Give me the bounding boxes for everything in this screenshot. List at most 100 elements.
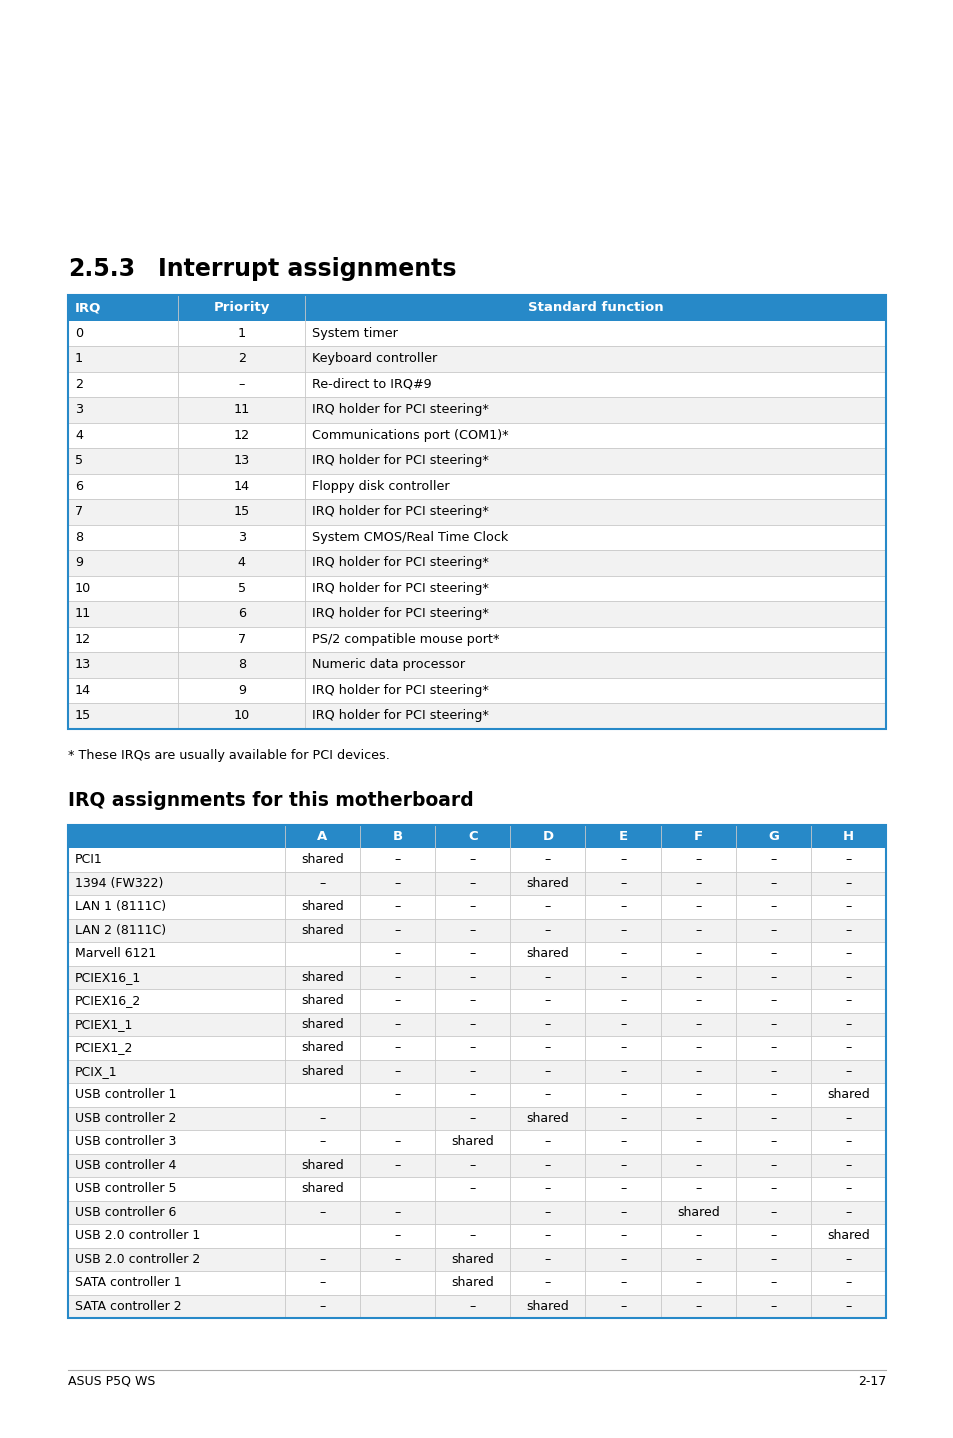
Bar xyxy=(68,1271,885,1294)
Text: –: – xyxy=(769,1252,776,1265)
Text: IRQ holder for PCI steering*: IRQ holder for PCI steering* xyxy=(312,557,489,569)
Text: –: – xyxy=(544,1135,551,1149)
Bar xyxy=(68,601,885,627)
Text: LAN 1 (8111C): LAN 1 (8111C) xyxy=(75,900,166,913)
Text: 1: 1 xyxy=(237,326,246,339)
Text: –: – xyxy=(844,1205,851,1219)
Text: –: – xyxy=(544,1064,551,1077)
Text: SATA controller 1: SATA controller 1 xyxy=(75,1277,181,1290)
Text: * These IRQs are usually available for PCI devices.: * These IRQs are usually available for P… xyxy=(68,749,390,762)
Text: B: B xyxy=(392,830,402,843)
Text: –: – xyxy=(695,923,700,936)
Text: 8: 8 xyxy=(75,531,83,544)
Text: PCIX_1: PCIX_1 xyxy=(75,1064,117,1077)
Text: shared: shared xyxy=(300,994,343,1007)
Text: System timer: System timer xyxy=(312,326,397,339)
Text: –: – xyxy=(769,1205,776,1219)
Text: –: – xyxy=(619,1041,625,1054)
Text: –: – xyxy=(695,1277,700,1290)
Text: Standard function: Standard function xyxy=(527,301,662,315)
Text: IRQ holder for PCI steering*: IRQ holder for PCI steering* xyxy=(312,403,489,416)
Text: –: – xyxy=(695,1229,700,1242)
Text: –: – xyxy=(695,1182,700,1195)
Bar xyxy=(68,371,885,397)
Text: –: – xyxy=(319,1252,325,1265)
Text: shared: shared xyxy=(300,1041,343,1054)
Text: –: – xyxy=(844,1277,851,1290)
Bar xyxy=(68,525,885,549)
Text: –: – xyxy=(695,994,700,1007)
Text: –: – xyxy=(619,1135,625,1149)
Text: Communications port (COM1)*: Communications port (COM1)* xyxy=(312,429,508,441)
Text: 13: 13 xyxy=(233,454,250,467)
Text: PCIEX16_1: PCIEX16_1 xyxy=(75,971,141,984)
Text: –: – xyxy=(544,923,551,936)
Text: USB 2.0 controller 1: USB 2.0 controller 1 xyxy=(75,1229,200,1242)
Bar xyxy=(68,848,885,871)
Text: –: – xyxy=(619,994,625,1007)
Text: –: – xyxy=(469,1064,476,1077)
Text: –: – xyxy=(769,994,776,1007)
Text: shared: shared xyxy=(300,1159,343,1172)
Text: –: – xyxy=(844,877,851,890)
Bar xyxy=(68,549,885,575)
Text: LAN 2 (8111C): LAN 2 (8111C) xyxy=(75,923,166,936)
Bar xyxy=(68,1083,885,1106)
Text: –: – xyxy=(695,971,700,984)
Text: IRQ holder for PCI steering*: IRQ holder for PCI steering* xyxy=(312,709,489,722)
Text: Marvell 6121: Marvell 6121 xyxy=(75,948,156,961)
Text: –: – xyxy=(394,1135,400,1149)
Text: –: – xyxy=(469,994,476,1007)
Bar xyxy=(68,295,885,321)
Text: –: – xyxy=(695,1300,700,1313)
Bar xyxy=(68,397,885,423)
Text: –: – xyxy=(544,853,551,866)
Text: 2: 2 xyxy=(75,378,83,391)
Text: –: – xyxy=(769,923,776,936)
Text: –: – xyxy=(619,1252,625,1265)
Text: –: – xyxy=(394,1064,400,1077)
Text: shared: shared xyxy=(451,1277,494,1290)
Text: A: A xyxy=(317,830,327,843)
Text: shared: shared xyxy=(826,1229,869,1242)
Text: shared: shared xyxy=(526,877,569,890)
Text: 9: 9 xyxy=(237,683,246,697)
Text: –: – xyxy=(544,1089,551,1102)
Text: –: – xyxy=(769,1300,776,1313)
Bar xyxy=(68,1060,885,1083)
Text: 15: 15 xyxy=(233,505,250,518)
Bar xyxy=(68,1201,885,1224)
Text: 0: 0 xyxy=(75,326,83,339)
Text: SATA controller 2: SATA controller 2 xyxy=(75,1300,181,1313)
Text: –: – xyxy=(319,1135,325,1149)
Text: –: – xyxy=(844,1064,851,1077)
Text: –: – xyxy=(769,948,776,961)
Text: –: – xyxy=(394,877,400,890)
Text: –: – xyxy=(394,971,400,984)
Text: –: – xyxy=(769,877,776,890)
Text: 5: 5 xyxy=(75,454,83,467)
Text: –: – xyxy=(469,1182,476,1195)
Text: 10: 10 xyxy=(75,582,91,595)
Text: –: – xyxy=(769,853,776,866)
Text: E: E xyxy=(618,830,627,843)
Bar xyxy=(68,473,885,499)
Bar xyxy=(68,1035,885,1060)
Text: Floppy disk controller: Floppy disk controller xyxy=(312,480,450,493)
Text: USB controller 2: USB controller 2 xyxy=(75,1112,176,1125)
Text: –: – xyxy=(695,900,700,913)
Text: Re-direct to IRQ#9: Re-direct to IRQ#9 xyxy=(312,378,432,391)
Text: –: – xyxy=(469,1112,476,1125)
Text: –: – xyxy=(544,1252,551,1265)
Bar xyxy=(68,894,885,919)
Bar xyxy=(68,989,885,1012)
Text: shared: shared xyxy=(526,1300,569,1313)
Text: 6: 6 xyxy=(237,607,246,620)
Text: –: – xyxy=(469,1159,476,1172)
Text: shared: shared xyxy=(300,971,343,984)
Text: –: – xyxy=(394,1089,400,1102)
Bar xyxy=(68,651,885,677)
Text: shared: shared xyxy=(300,1182,343,1195)
Text: –: – xyxy=(394,923,400,936)
Text: –: – xyxy=(469,1018,476,1031)
